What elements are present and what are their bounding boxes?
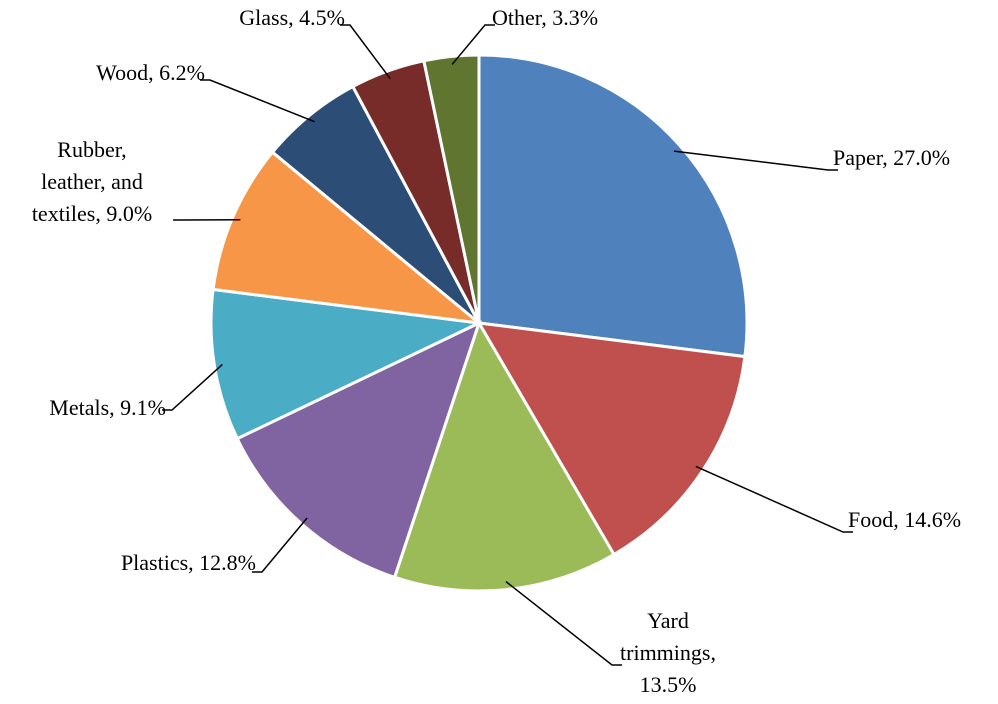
leader-line	[695, 465, 853, 533]
data-label: Rubber, leather, and textiles, 9.0%	[32, 137, 152, 226]
data-label: Yard trimmings, 13.5%	[620, 608, 716, 697]
data-label: Wood, 6.2%	[96, 60, 205, 85]
leader-line	[340, 24, 391, 80]
leader-line	[451, 24, 495, 65]
pie-slice	[476, 321, 747, 557]
pie-slice	[209, 287, 485, 441]
leader-line	[162, 363, 223, 411]
pie-slice	[422, 53, 481, 324]
pie-slice	[392, 319, 617, 593]
leader-line	[252, 517, 308, 573]
data-label: Plastics, 12.8%	[121, 550, 256, 575]
data-label: Glass, 4.5%	[239, 5, 345, 30]
data-label: Other, 3.3%	[492, 5, 598, 30]
leader-line	[200, 79, 315, 123]
leader-line	[505, 580, 622, 666]
pie-slice	[477, 53, 749, 359]
pie-slice	[211, 150, 484, 326]
leader-line	[673, 150, 838, 171]
data-label: Metals, 9.1%	[49, 395, 166, 420]
data-label: Paper, 27.0%	[833, 145, 950, 170]
data-label: Food, 14.6%	[848, 507, 961, 532]
